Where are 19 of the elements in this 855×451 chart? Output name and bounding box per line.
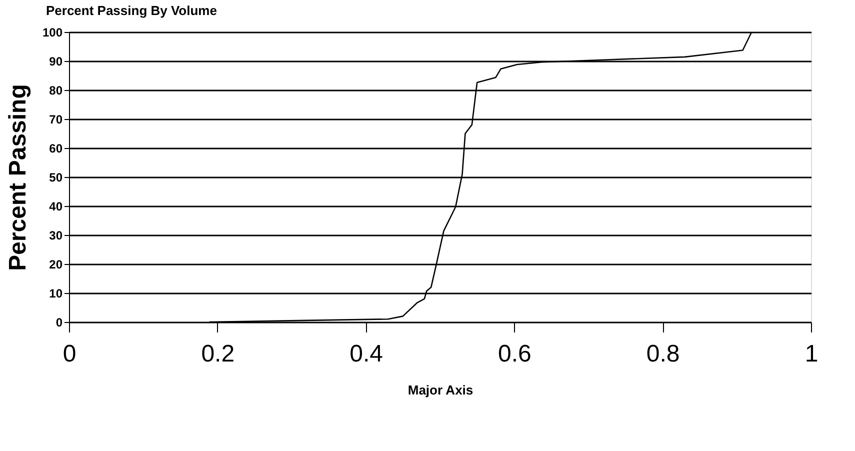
x-tick-label: 1	[804, 340, 818, 368]
x-tick-label: 0.8	[646, 340, 680, 368]
y-tick-label: 90	[49, 54, 63, 68]
y-tick-label: 80	[49, 84, 63, 98]
y-tick-label: 70	[49, 112, 63, 126]
y-tick-label: 40	[49, 200, 63, 214]
x-axis-title: Major Axis	[408, 382, 474, 398]
x-tick-label: 0.2	[201, 340, 235, 368]
y-tick-label: 100	[42, 26, 63, 40]
y-tick-label: 30	[49, 228, 63, 242]
y-tick-label: 20	[49, 258, 63, 272]
x-tick-label: 0.4	[350, 340, 383, 368]
y-axis-title: Percent Passing	[4, 84, 32, 271]
y-tick-label: 60	[49, 142, 63, 156]
x-tick-label: 0.6	[498, 340, 532, 368]
y-tick-label: 0	[56, 316, 63, 330]
chart-title: Percent Passing By Volume	[46, 3, 217, 18]
y-tick-label: 10	[49, 286, 63, 300]
y-tick-label: 50	[49, 170, 63, 184]
